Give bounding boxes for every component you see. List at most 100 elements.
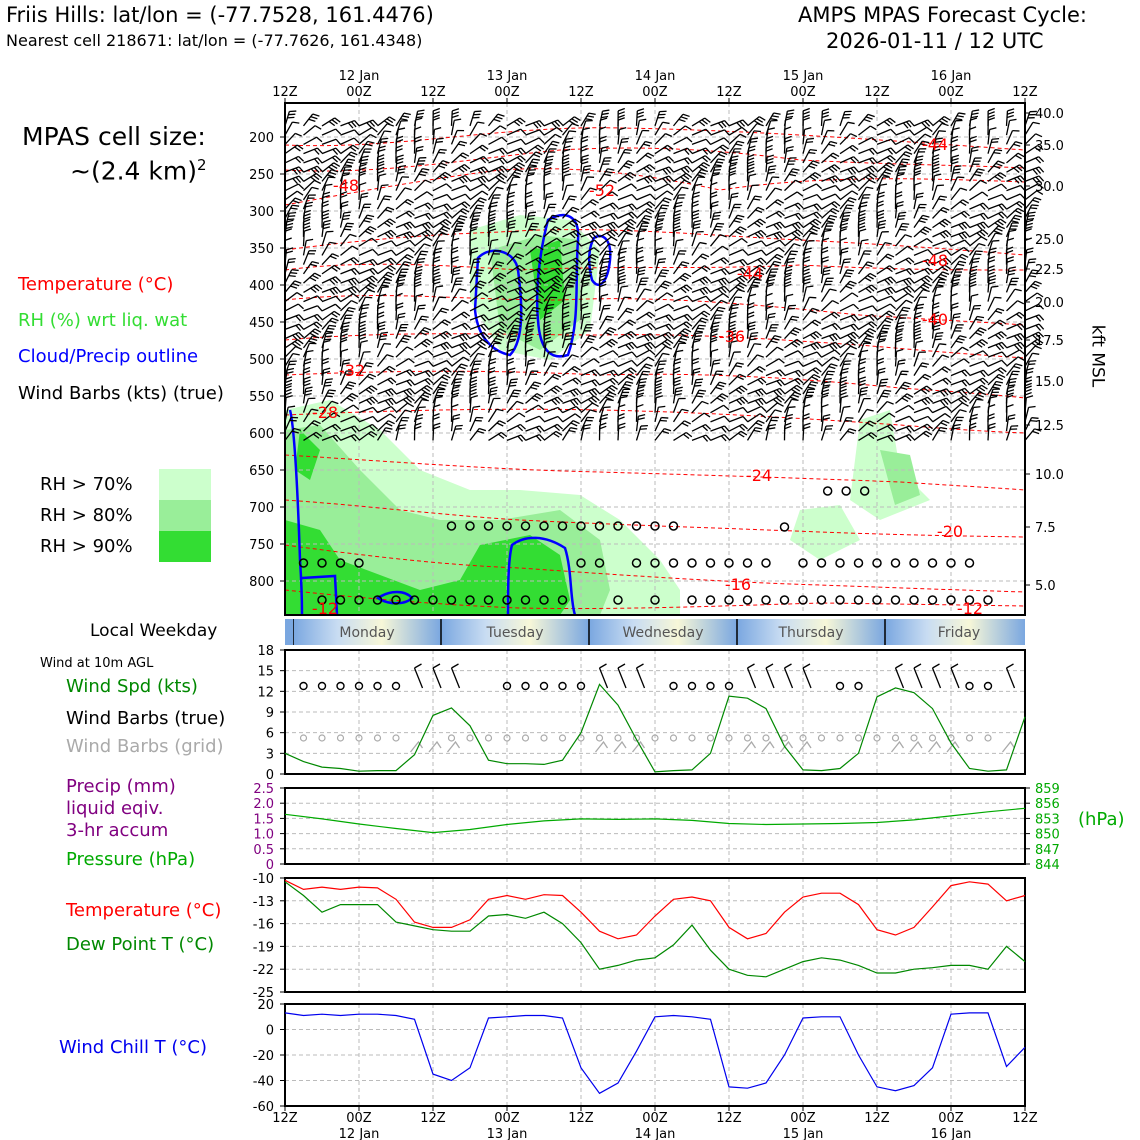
wind-barb-757 [673,321,693,330]
wind-barb-1087 [858,136,878,145]
wind-barb-294 [432,240,445,256]
wind-barb-342 [450,363,468,377]
wind-barb-384 [469,427,487,441]
wind-barb-665 [635,108,645,126]
wind-barb-699 [635,424,648,441]
wind-barb-1355 [987,351,1008,358]
wind-speed-line [284,683,1026,773]
temperature-line [284,879,1026,940]
wind-barb-500 [543,203,557,219]
pressure-tick-550: 550 [249,390,274,405]
wind-barb-67 [302,408,319,423]
wind-barb-911 [765,119,778,136]
wind-barb-238 [395,379,416,387]
wind-barb-1331 [987,117,996,136]
wind-barb-700 [654,110,667,127]
wind-barb-991 [802,218,822,229]
wind-barb-1304 [969,202,989,210]
wind10-grid-barb-84 [798,740,812,753]
wind-barb-56 [303,313,323,322]
wind-barb-547 [561,311,570,330]
wind-barb-370 [469,303,489,312]
windchill-panel: 200-20-40-60 [253,998,1026,1115]
wind-barb-1368 [1005,141,1023,155]
wind-panel-ytick-3: 9 [266,706,274,721]
wind-barb-924 [765,246,785,256]
pressure-ytick-1: 847 [1035,843,1060,858]
wind10-barb-94 [950,667,960,689]
wind-barb-1220 [913,396,934,406]
wind-barb-348 [450,413,461,432]
wind-barb-318 [450,140,468,155]
calm-marker-58 [724,595,734,605]
calm-marker-6 [502,521,512,531]
wind-barb-469 [525,245,544,256]
wind-barb-1344 [987,239,1000,256]
wind-barb-1145 [876,339,886,358]
wind-barb-702 [654,133,673,145]
wind-barb-382 [469,405,481,423]
wind-barb-307 [432,367,452,377]
wind-barb-135 [340,392,359,404]
wind-barb-1372 [1006,184,1026,192]
wind-barb-1194 [913,148,927,164]
wind-barb-459 [525,151,543,164]
wind-barb-1186 [895,404,915,414]
wind-barb-555 [562,397,582,407]
wind-barb-1184 [894,381,912,395]
wind-barb-458 [525,144,544,155]
wind-barb-452 [506,412,526,423]
wind-barb-1330 [987,107,995,126]
wind-barb-502 [543,226,562,238]
wind-barb-840 [728,119,749,129]
wind-barb-1283 [950,324,964,339]
wind-barb-1023 [821,193,841,201]
wind-barb-1383 [1005,277,1019,293]
wind-barb-1309 [968,242,986,256]
wind-barb-134 [339,381,357,395]
wind10-calm-18 [983,681,993,691]
pressure-tick-800: 800 [249,575,274,590]
wind-barb-1291 [950,402,969,414]
wind-barb-856 [728,267,749,276]
wind-barb-876 [746,122,764,136]
wind-barb-1259 [931,426,948,441]
wind-barb-1317 [968,315,985,330]
wind-barb-1157 [895,137,915,145]
wind-barb-1226 [931,122,949,136]
wind-barb-223 [395,239,416,247]
wind-barb-120 [340,256,360,266]
wind-barb-653 [617,330,637,340]
weekday-label-2: Wednesday [622,625,703,641]
forecast-cycle-date: 2026-01-11 / 12 UTC [826,29,1044,53]
wind-barb-521 [543,406,564,414]
wind-barb-972 [784,369,804,378]
wind-barb-1010 [802,388,816,404]
wind-barb-456 [525,129,545,136]
wind-barb-675 [636,207,655,219]
wind-barb-552 [562,365,581,377]
wind-barb-609 [598,243,616,256]
wind-barb-606 [599,221,619,231]
wind-barb-489 [525,434,545,442]
wind-barb-284 [432,148,447,164]
wind-barb-234 [395,334,412,349]
wind-barb-1425 [1024,345,1042,358]
weekday-wednesday: Wednesday [588,619,737,645]
wind-barb-121 [340,267,360,276]
wind-barb-936 [765,358,785,367]
wind-barb-398 [487,228,497,247]
wind-barb-821 [710,267,730,276]
wind-barb-1396 [1005,394,1014,413]
wind-barb-1085 [857,113,875,127]
wind-barb-477 [524,314,538,330]
wind-barb-1248 [931,321,941,339]
wind-barb-770 [691,117,711,127]
wind10-barb-flag-86 [895,663,903,669]
wind-barb-123 [340,285,360,295]
wind-barb-1171 [895,267,915,276]
wind10-grid-barb-57 [409,740,424,753]
wind-barb-890 [747,257,767,266]
wind-barb-846 [728,163,737,182]
wind-barb-518 [543,373,562,386]
